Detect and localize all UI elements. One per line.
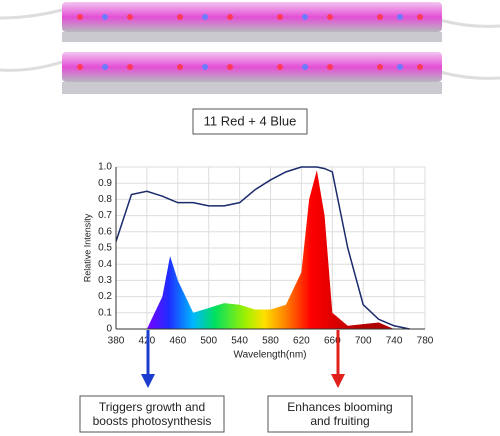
annotation-box (267, 395, 413, 433)
arrow-head (331, 374, 345, 388)
x-tick-label: 780 (417, 336, 434, 347)
annotation-text: Enhances blooming (287, 400, 392, 414)
x-tick-label: 380 (108, 336, 125, 347)
badge-box (192, 108, 308, 135)
x-tick-label: 540 (231, 336, 248, 347)
x-tick-label: 660 (324, 336, 341, 347)
annotation-text: Triggers growth and (99, 400, 205, 414)
spectrum-area (146, 170, 395, 329)
y-axis-label: Relative Intensity (82, 213, 92, 282)
y-tick-label: 0.4 (98, 259, 112, 270)
x-tick-label: 700 (355, 336, 372, 347)
y-tick-label: 0.5 (98, 243, 112, 254)
y-tick-label: 0.9 (98, 178, 112, 189)
x-tick-label: 500 (200, 336, 217, 347)
annotation-text: boosts photosynthesis (93, 414, 212, 428)
x-tick-label: 740 (386, 336, 403, 347)
x-tick-label: 580 (262, 336, 279, 347)
y-tick-label: 0.6 (98, 226, 112, 237)
badge: 11 Red + 4 Blue (204, 113, 297, 128)
x-tick-label: 620 (293, 336, 310, 347)
annotation-text: and fruiting (310, 414, 369, 428)
y-tick-label: 0.8 (98, 194, 112, 205)
y-tick-label: 0.2 (98, 291, 112, 302)
y-tick-label: 0.7 (98, 210, 112, 221)
x-tick-label: 460 (169, 336, 186, 347)
y-tick-label: 0.1 (98, 307, 112, 318)
x-axis-label: Wavelength(nm) (234, 350, 307, 361)
y-tick-label: 0 (106, 324, 112, 335)
led-bars (0, 2, 500, 94)
y-tick-label: 0.3 (98, 275, 112, 286)
annotation-box (79, 395, 225, 433)
y-tick-label: 1.0 (98, 162, 112, 173)
arrow-head (141, 374, 155, 388)
outline-line (115, 166, 410, 330)
